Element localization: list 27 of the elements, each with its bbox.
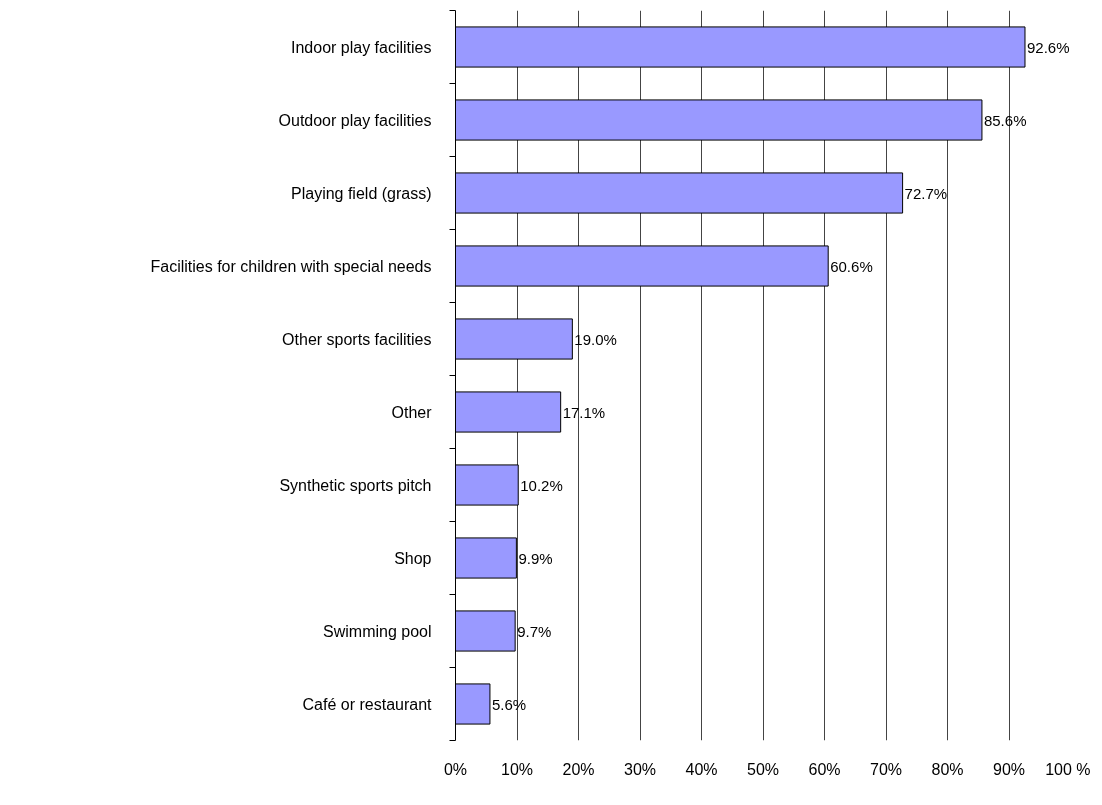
x-tick-label: 90%: [992, 760, 1026, 778]
x-tick-label: 100 %: [1045, 760, 1091, 778]
y-tick-label: Playing field (grass): [291, 184, 432, 202]
data-label: 72.7%: [904, 184, 948, 202]
x-tick-label: 10%: [500, 760, 534, 778]
y-tick-label: Other sports facilities: [282, 330, 432, 348]
x-tick-label: 80%: [931, 760, 964, 778]
y-tick-label: Indoor play facilities: [290, 38, 432, 56]
y-tick-label: Synthetic sports pitch: [279, 476, 432, 494]
y-tick-label: Café or restaurant: [302, 695, 433, 713]
y-tick-label: Other: [391, 403, 433, 421]
x-tick-label: 20%: [562, 760, 595, 778]
x-tick-label: 60%: [808, 760, 841, 778]
data-label: 9.9%: [518, 549, 553, 567]
data-label: 92.6%: [1026, 38, 1070, 56]
y-tick-label: Outdoor play facilities: [278, 111, 432, 129]
x-tick-label: 30%: [623, 760, 657, 778]
y-tick-label: Shop: [394, 549, 432, 567]
data-label: 9.7%: [517, 622, 552, 640]
x-tick-label: 0%: [443, 760, 468, 778]
y-tick-label: Facilities for children with special needs: [150, 257, 432, 275]
y-tick-label: Swimming pool: [323, 622, 432, 640]
x-tick-label: 70%: [869, 760, 903, 778]
x-tick-label: 40%: [685, 760, 718, 778]
data-label: 10.2%: [520, 476, 563, 494]
x-tick-label: 50%: [746, 760, 780, 778]
data-label: 60.6%: [830, 257, 873, 275]
